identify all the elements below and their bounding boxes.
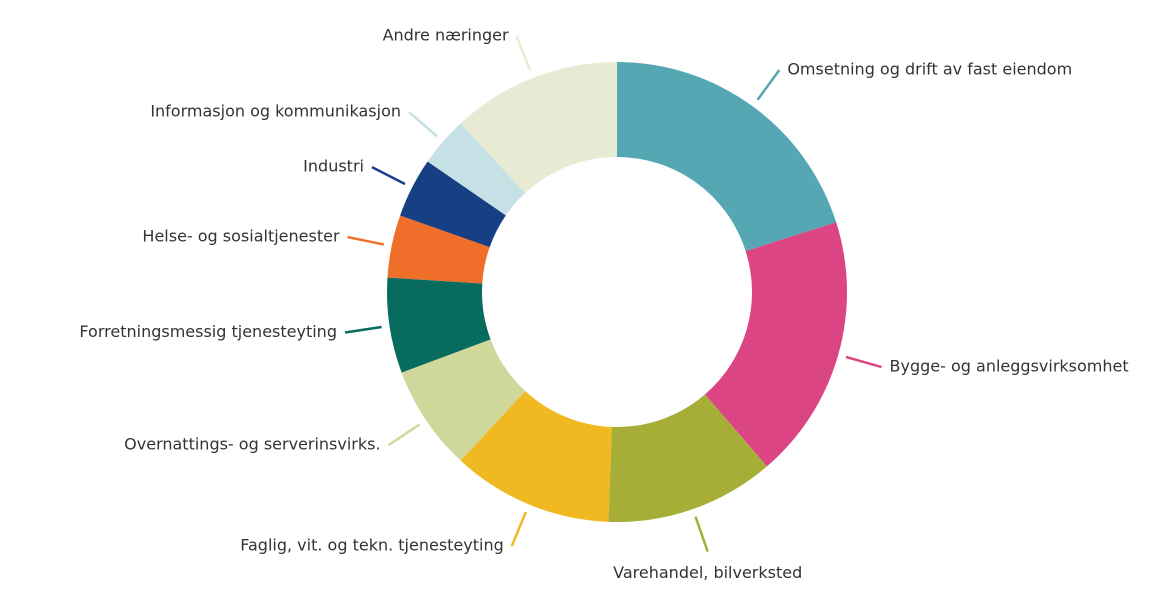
slice-label: Helse- og sosialtjenester [142, 227, 340, 246]
slice-label: Bygge- og anleggsvirksomhet [890, 357, 1129, 376]
donut-slice [387, 277, 491, 373]
donut-slice [387, 215, 490, 284]
donut-slice [401, 339, 526, 461]
slice-label: Faglig, vit. og tekn. tjenesteyting [240, 536, 503, 555]
leader-line [344, 325, 382, 334]
donut-slice [427, 123, 526, 216]
donut-slice [460, 62, 617, 194]
slice-label: Forretningsmessig tjenesteyting [79, 322, 337, 341]
leader-line [694, 516, 709, 553]
slice-label: Omsetning og drift av fast eiendom [787, 60, 1072, 79]
slice-label: Andre næringer [383, 25, 509, 44]
leader-line [510, 511, 528, 547]
donut-slice [608, 394, 767, 522]
slice-label: Informasjon og kommunikasjon [150, 102, 401, 121]
leader-line [845, 355, 882, 369]
slice-label: Industri [303, 157, 364, 176]
leader-line [387, 423, 421, 447]
slice-label: Overnattings- og serverinsvirks. [124, 435, 380, 454]
leader-line [408, 111, 438, 138]
donut-slice [617, 62, 837, 252]
donut-slice [460, 390, 612, 522]
leader-line [371, 166, 406, 186]
slice-label: Varehandel, bilverksted [613, 563, 802, 582]
leader-line [756, 69, 781, 101]
leader-line [347, 235, 385, 246]
donut-slice [400, 161, 506, 248]
leader-line [515, 35, 532, 71]
donut-slice [704, 222, 847, 467]
